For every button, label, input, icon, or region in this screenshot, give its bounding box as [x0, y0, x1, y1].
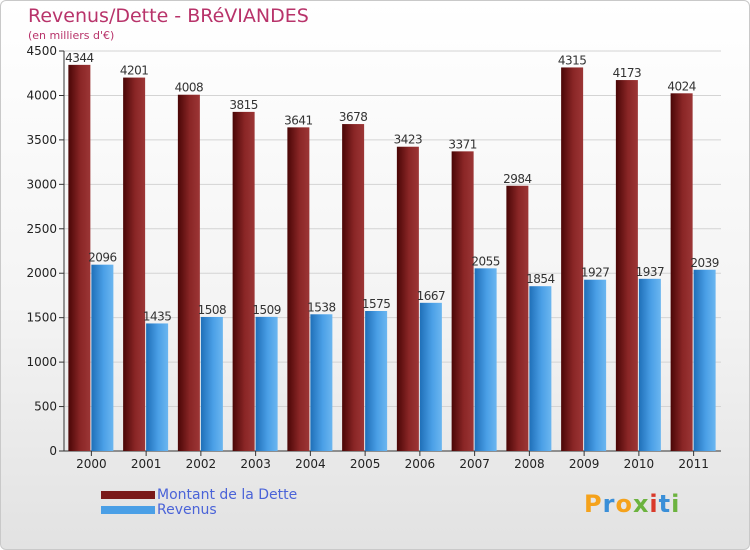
legend-swatch-debt	[101, 490, 155, 499]
y-tick-label: 4500	[26, 44, 57, 58]
bar-revenue	[419, 302, 442, 451]
bar-revenue	[91, 264, 114, 451]
x-tick-label: 2007	[459, 457, 490, 471]
bar-debt	[287, 127, 310, 451]
x-tick-label: 2005	[350, 457, 381, 471]
y-tick-label: 1500	[26, 311, 57, 325]
data-label-revenue: 1937	[636, 265, 665, 279]
x-tick-label: 2009	[569, 457, 600, 471]
bar-revenue	[365, 311, 388, 451]
data-label-revenue: 1927	[581, 266, 610, 280]
bar-debt	[123, 77, 146, 452]
logo-letter: t	[658, 490, 672, 518]
data-label-debt: 3423	[394, 133, 423, 147]
axes: 0 500 1000 1500 2000 2500 3000 3500 4000 4500 2000…	[26, 44, 721, 471]
data-label-debt: 3815	[229, 98, 258, 112]
chart-subtitle: (en milliers d'€)	[28, 29, 115, 42]
data-label-revenue: 1508	[198, 303, 227, 317]
bar-revenue	[584, 279, 607, 451]
x-tick-label: 2000	[76, 457, 107, 471]
y-tick-label: 2000	[26, 266, 57, 280]
bar-debt	[506, 185, 529, 451]
bar-revenue	[474, 268, 497, 451]
y-tick-label: 3500	[26, 133, 57, 147]
bar-revenue	[146, 323, 169, 451]
x-tick-label: 2006	[405, 457, 436, 471]
x-tick-label: 2011	[678, 457, 709, 471]
chart-title: Revenus/Dette - BRéVIANDES	[28, 5, 309, 27]
x-tick-label: 2001	[131, 457, 162, 471]
x-tick-label: 2004	[295, 457, 326, 471]
data-label-debt: 3371	[448, 137, 477, 151]
data-label-debt: 2984	[503, 172, 532, 186]
logo-letter: r	[602, 490, 616, 518]
bar-debt	[561, 67, 584, 451]
bar-revenue	[638, 278, 661, 451]
bar-revenue	[310, 314, 333, 451]
logo-letter: o	[615, 490, 633, 518]
bar-debt	[670, 93, 693, 452]
y-tick-label: 2500	[26, 222, 57, 236]
data-label-revenue: 1575	[362, 297, 391, 311]
legend-swatch-revenue	[101, 505, 155, 514]
y-tick-label: 4000	[26, 88, 57, 102]
legend-item-revenue: Revenus	[101, 501, 297, 518]
bars	[68, 64, 716, 452]
bar-debt	[342, 124, 365, 452]
data-label-revenue: 1854	[526, 272, 555, 286]
legend-label-debt: Montant de la Dette	[157, 486, 298, 503]
data-label-debt: 3641	[284, 113, 313, 127]
logo-letter: x	[632, 490, 650, 518]
bar-debt	[177, 94, 200, 451]
bar-revenue	[529, 286, 552, 451]
data-label-debt: 4008	[175, 81, 204, 95]
bar-debt	[615, 80, 638, 452]
x-tick-label: 2008	[514, 457, 545, 471]
bar-debt	[396, 146, 419, 451]
data-label-debt: 4173	[613, 66, 642, 80]
x-tick-label: 2002	[186, 457, 217, 471]
logo-letter: P	[584, 490, 603, 518]
bar-revenue	[693, 269, 716, 451]
data-labels: 4344 2096 4201 1435 4008 1508 3815 1509 3641 1538…	[65, 51, 719, 324]
data-label-revenue: 1538	[307, 300, 336, 314]
logo-letter: i	[649, 490, 659, 518]
y-tick-label: 0	[49, 444, 57, 458]
data-label-revenue: 2055	[471, 254, 500, 268]
bar-revenue	[200, 316, 223, 451]
data-label-debt: 4201	[120, 64, 149, 78]
data-label-revenue: 1509	[252, 303, 281, 317]
data-label-debt: 4344	[65, 51, 94, 65]
data-label-revenue: 2096	[88, 251, 117, 265]
grid-lines	[64, 50, 721, 408]
data-label-revenue: 1435	[143, 309, 172, 323]
y-tick-label: 3000	[26, 177, 57, 191]
data-label-revenue: 2039	[690, 256, 719, 270]
x-tick-label: 2010	[624, 457, 655, 471]
x-tick-label: 2003	[240, 457, 271, 471]
data-label-revenue: 1667	[417, 289, 446, 303]
y-tick-label: 1000	[26, 355, 57, 369]
y-tick-label: 500	[34, 400, 57, 414]
data-label-debt: 4315	[558, 53, 587, 67]
bar-revenue	[255, 316, 278, 451]
data-label-debt: 3678	[339, 110, 368, 124]
bar-debt	[451, 151, 474, 451]
legend-label-revenue: Revenus	[157, 501, 217, 518]
legend: Montant de la Dette Revenus	[101, 486, 298, 518]
bar-debt	[232, 111, 255, 451]
bar-debt	[68, 64, 91, 451]
proxiti-logo: Proxiti	[584, 490, 680, 518]
legend-item-debt: Montant de la Dette	[101, 486, 298, 503]
logo-letter: i	[671, 490, 681, 518]
data-label-debt: 4024	[667, 79, 696, 93]
